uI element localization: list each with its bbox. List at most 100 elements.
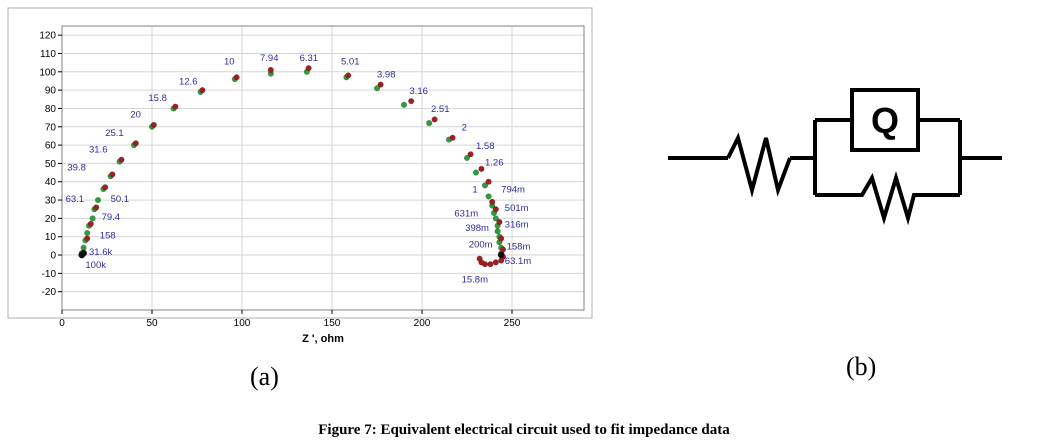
data-point	[84, 235, 91, 242]
data-point	[449, 134, 456, 141]
data-point	[485, 193, 492, 200]
data-point	[118, 156, 125, 163]
frequency-label: 31.6k	[89, 247, 112, 258]
y-tick-label: 0	[50, 251, 56, 262]
data-point	[102, 184, 109, 191]
frequency-label: 3.16	[409, 86, 428, 97]
frequency-label: 50.1	[111, 194, 130, 205]
data-point	[472, 169, 480, 176]
data-point	[84, 229, 91, 237]
frequency-label: 398m	[465, 223, 489, 234]
data-point	[431, 116, 438, 123]
data-point	[199, 87, 206, 94]
data-point	[233, 74, 240, 81]
data-point	[497, 251, 505, 259]
data-point	[498, 257, 505, 264]
x-tick-label: 200	[414, 318, 431, 329]
data-point	[150, 121, 157, 128]
series-1	[80, 65, 507, 268]
y-tick-label: 120	[39, 31, 56, 42]
data-point	[478, 165, 485, 172]
frequency-label: 63.1m	[505, 256, 531, 267]
data-point	[80, 249, 88, 257]
frequency-label: 10	[224, 56, 235, 67]
constant-phase-element-box	[850, 88, 920, 152]
data-series	[78, 65, 507, 268]
frequency-label: 158	[100, 231, 116, 242]
grid	[61, 26, 584, 310]
frequency-label: 2	[462, 122, 467, 133]
frequency-label: 12.6	[179, 77, 198, 88]
data-point	[499, 246, 507, 253]
panel-label-a: (a)	[250, 362, 279, 391]
y-tick-label: 70	[45, 122, 57, 133]
data-point	[476, 255, 483, 262]
x-tick-label: 50	[146, 318, 158, 329]
data-point	[489, 198, 496, 205]
data-point	[109, 171, 116, 178]
x-tick-label: 0	[59, 318, 65, 329]
data-point	[463, 154, 471, 161]
x-tick-label: 250	[504, 318, 521, 329]
data-point	[377, 81, 384, 88]
data-point	[481, 182, 489, 189]
y-tick-label: 110	[40, 49, 56, 60]
frequency-label: 15.8m	[462, 275, 488, 286]
series-2	[78, 249, 505, 259]
frequency-label: 63.1	[66, 194, 85, 205]
series-resistor	[726, 132, 792, 198]
frequency-label: 20	[130, 110, 141, 121]
data-point	[426, 120, 433, 127]
frequency-label: 158m	[507, 242, 531, 253]
frequency-label: 631m	[454, 209, 478, 220]
frequency-label: 2.51	[431, 104, 450, 115]
data-point	[492, 259, 499, 266]
data-point	[494, 228, 501, 235]
data-point	[93, 204, 100, 211]
plot-area-border	[61, 25, 585, 311]
frequency-label: 7.94	[260, 53, 279, 64]
equivalent-circuit-diagram: Q	[668, 88, 1002, 226]
frequency-label: 794m	[501, 185, 525, 196]
panel-label-b: (b)	[846, 352, 877, 381]
data-point	[80, 244, 87, 251]
frequency-label: 25.1	[105, 128, 124, 139]
data-point	[267, 66, 274, 74]
frequency-label: 1	[472, 185, 477, 196]
data-point	[492, 215, 499, 222]
data-point	[132, 140, 139, 147]
data-point	[492, 206, 499, 213]
figure-caption: Figure 7: Equivalent electrical circuit …	[318, 422, 730, 438]
y-tick-label: -10	[42, 269, 57, 280]
frequency-label: 316m	[505, 220, 529, 231]
frequency-label: 100k	[85, 260, 106, 271]
data-point	[498, 235, 505, 242]
y-axis-ticks: -20 -10 0 10 20 30 40 50 60 70 80 90 100 110 120	[39, 31, 62, 298]
frequency-label: 6.31	[300, 53, 319, 64]
y-tick-label: 30	[45, 196, 57, 207]
data-point	[400, 101, 408, 108]
data-point	[496, 219, 503, 226]
data-point	[373, 85, 381, 92]
y-tick-label: 20	[45, 214, 57, 225]
frequency-label: 39.8	[67, 163, 86, 174]
frequency-label: 15.8	[148, 93, 167, 104]
data-point	[345, 72, 352, 79]
data-point	[305, 65, 312, 72]
data-point	[172, 103, 179, 110]
x-axis-title: Z ', ohm	[302, 333, 344, 345]
y-tick-label: 100	[39, 67, 56, 78]
data-point	[487, 261, 494, 268]
x-tick-label: 100	[234, 318, 251, 329]
data-point	[408, 98, 415, 105]
x-axis-ticks: 0 50 100 150 200 250	[59, 310, 521, 329]
frequency-label: 200m	[469, 240, 493, 251]
frequency-label: 1.58	[476, 141, 495, 152]
y-tick-label: 50	[45, 159, 57, 170]
frequency-label: 1.26	[485, 157, 504, 168]
y-tick-label: 10	[45, 232, 57, 243]
data-point	[485, 178, 492, 185]
y-tick-label: 90	[45, 86, 57, 97]
